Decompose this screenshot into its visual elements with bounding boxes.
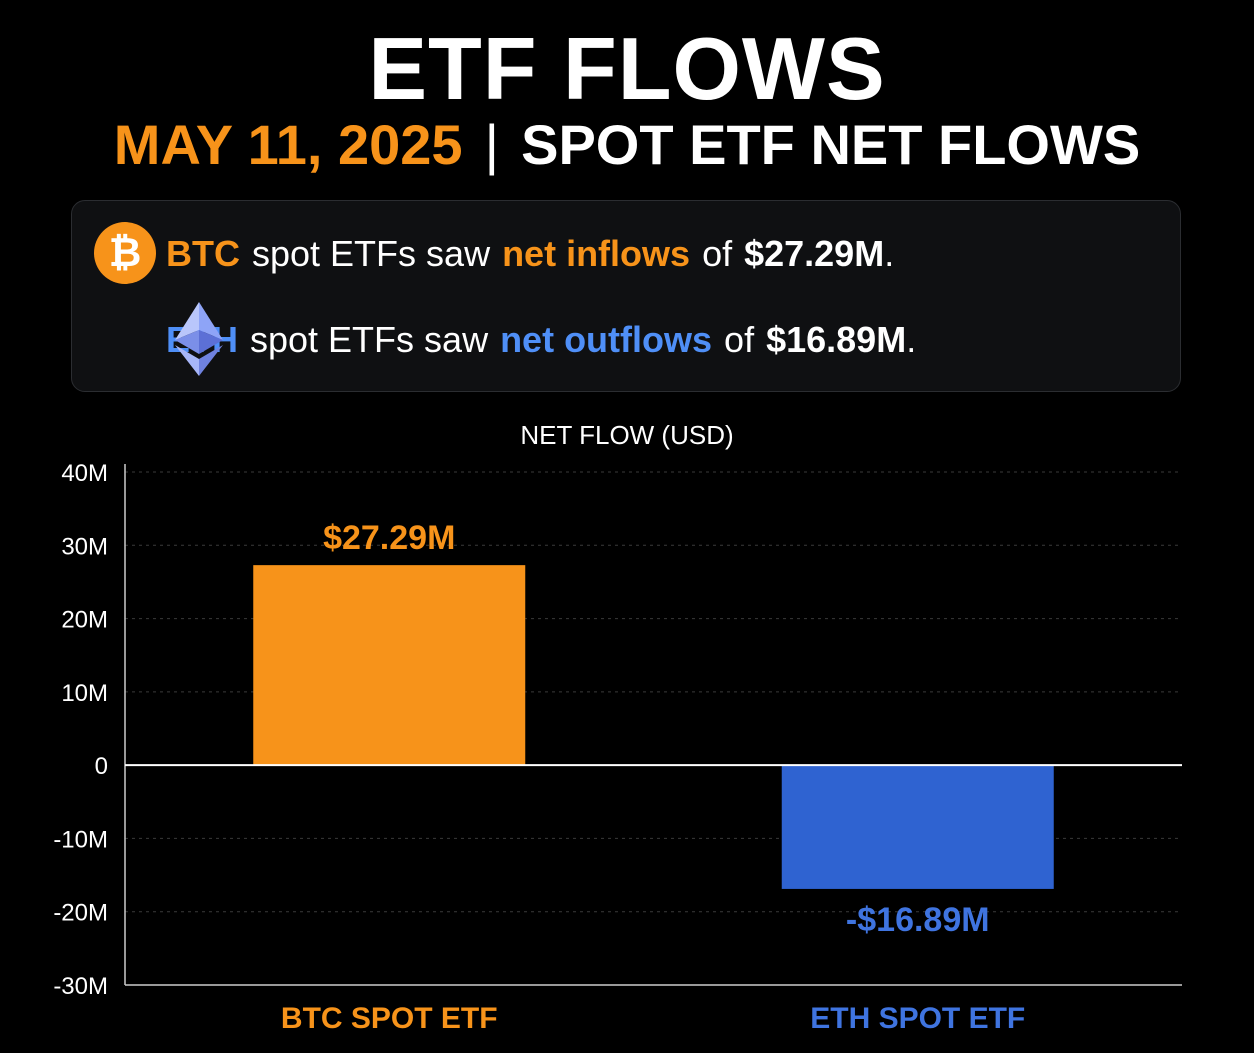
title-separator: |: [484, 113, 500, 176]
y-tick-label: 30M: [61, 533, 108, 560]
x-tick-label: ETH SPOT ETF: [810, 1002, 1025, 1035]
subtitle: MAY 11, 2025 | SPOT ETF NET FLOWS: [0, 112, 1254, 177]
subtitle-text: SPOT ETF NET FLOWS: [521, 113, 1141, 176]
btc-highlight: net inflows: [502, 233, 691, 274]
y-tick-label: 40M: [61, 460, 108, 487]
y-tick-label: -10M: [53, 826, 108, 853]
eth-period: .: [906, 319, 917, 360]
eth-text-2: of: [724, 319, 755, 360]
data-label: -$16.89M: [846, 901, 990, 939]
bar: [781, 765, 1054, 889]
chart-title: NET FLOW (USD): [520, 420, 734, 450]
bar: [253, 565, 526, 766]
page-title: ETF FLOWS: [368, 19, 886, 118]
y-tick-label: -20M: [53, 900, 108, 927]
btc-text-2: of: [702, 233, 733, 274]
bitcoin-icon: ₿: [94, 222, 156, 284]
eth-amount: $16.89M: [766, 319, 907, 360]
data-label: $27.29M: [323, 519, 455, 557]
btc-amount: $27.29M: [744, 233, 885, 274]
y-tick-label: 0: [95, 753, 108, 780]
eth-text-1: spot ETFs saw: [250, 319, 489, 360]
btc-text-1: spot ETFs saw: [252, 233, 491, 274]
date-label: MAY 11, 2025: [113, 113, 463, 176]
btc-summary-row: BTC spot ETFs saw net inflows of $27.29M…: [166, 224, 894, 284]
btc-ticker: BTC: [166, 233, 240, 274]
y-tick-label: 10M: [61, 680, 108, 707]
eth-summary-row: ETH spot ETFs saw net outflows of $16.89…: [166, 310, 916, 370]
summary-box: BTC spot ETFs saw net inflows of $27.29M…: [71, 200, 1181, 392]
y-tick-label: -30M: [53, 973, 108, 1000]
btc-period: .: [884, 233, 895, 274]
eth-highlight: net outflows: [500, 319, 713, 360]
ethereum-icon: [175, 302, 223, 376]
x-tick-label: BTC SPOT ETF: [281, 1002, 498, 1035]
y-tick-label: 20M: [61, 607, 108, 634]
